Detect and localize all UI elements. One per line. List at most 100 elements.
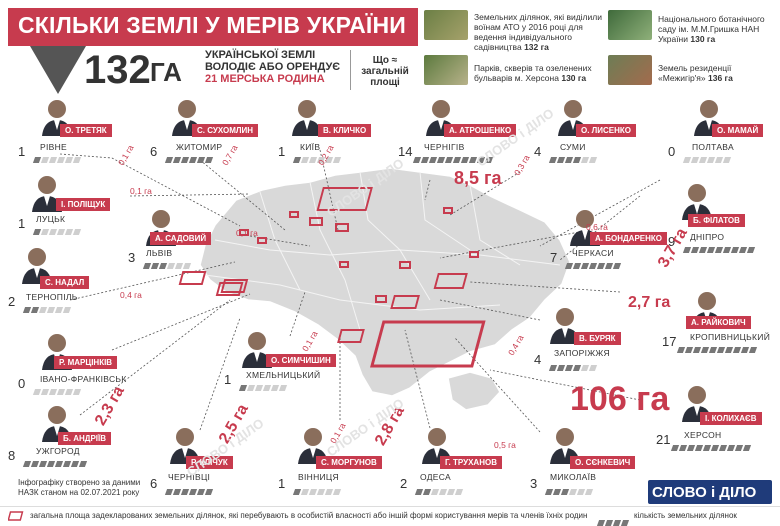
city-name: ВІННИЦЯ	[298, 472, 339, 482]
city-name: ХМЕЛЬНИЦЬКИЙ	[246, 370, 321, 380]
parcel-count-bars	[544, 482, 594, 495]
brand-logo-box	[648, 480, 772, 504]
parcel-count-bars	[32, 222, 82, 235]
parcel-count: 1	[278, 144, 286, 159]
mayor-name-label: Р. МАРЦІНКІВ	[54, 356, 118, 369]
subtitle-line-2: ВОЛОДІЄ АБО ОРЕНДУЄ	[205, 61, 341, 73]
parcel-kropyvnytskyi	[390, 295, 420, 309]
mayor-name-label: В. БУРЯК	[574, 332, 621, 345]
parcel-count: 0	[18, 376, 26, 391]
parcel-count: 3	[128, 250, 136, 265]
parcel-count: 2	[8, 294, 16, 309]
parcel-count-bars	[22, 454, 88, 467]
city-name: ЧЕРНІВЦІ	[168, 472, 211, 482]
subtitle-block: УКРАЇНСЬКОЇ ЗЕМЛІ ВОЛОДІЄ АБО ОРЕНДУЄ	[205, 49, 340, 73]
leader-lines	[59, 149, 661, 433]
city-name: ЧЕРКАСИ	[572, 248, 614, 258]
parcel-kherson	[370, 320, 486, 368]
parcel-count: 6	[150, 476, 158, 491]
parcel-khmelnytskyi	[220, 279, 249, 293]
land-area-value: 2,7 га	[628, 294, 671, 311]
subtitle-line-1: УКРАЇНСЬКОЇ ЗЕМЛІ	[205, 49, 316, 61]
parcel-small-1	[335, 223, 349, 232]
parcel-small-2	[309, 217, 323, 226]
parcel-small-7	[239, 229, 249, 236]
mayor-name-label: С. СУХОМЛИН	[192, 124, 259, 137]
parcel-count: 9	[668, 234, 676, 249]
botanical-garden-photo	[608, 10, 652, 40]
city-name: ТЕРНОПІЛЬ	[26, 292, 78, 302]
mayor-portrait	[242, 332, 272, 368]
parcel-count-bars	[292, 482, 342, 495]
comparison-ato: Земельних ділянок, які виділили воїнам А…	[474, 12, 604, 52]
parcel-count: 1	[278, 476, 286, 491]
parcel-dnipro	[433, 273, 468, 289]
parcel-count-bars	[238, 378, 288, 391]
mayor-name-label: О. МАМАЙ	[712, 124, 764, 137]
parcel-count: 1	[224, 372, 232, 387]
parcel-chernivtsi	[178, 271, 207, 285]
city-name: ІВАНО-ФРАНКІВСЬК	[40, 374, 127, 384]
mayor-name-label: Б. ФІЛАТОВ	[688, 214, 745, 227]
parcel-count-bars	[32, 382, 82, 395]
parcel-small-3	[289, 211, 299, 218]
city-name: РІВНЕ	[40, 142, 68, 152]
parcel-count: 2	[400, 476, 408, 491]
mayor-portrait	[22, 248, 52, 284]
page-title: СКІЛЬКИ ЗЕМЛІ У МЕРІВ УКРАЇНИ	[18, 12, 406, 38]
city-name: ЖИТОМИР	[176, 142, 223, 152]
parcel-count-bars	[164, 482, 214, 495]
land-area-value: 106 га	[570, 380, 670, 418]
parcel-count: 3	[530, 476, 538, 491]
parcel-count-bars	[682, 240, 756, 253]
city-name: УЖГОРОД	[36, 446, 80, 456]
mayor-name-label: А. БОНДАРЕНКО	[590, 232, 668, 245]
city-name: ЛУЦЬК	[36, 214, 66, 224]
total-equivalent-note: Що ≈ загальній площі	[361, 55, 409, 88]
parcel-count-bars	[32, 150, 82, 163]
comparison-ato-value: 132 га	[524, 42, 549, 52]
mayor-name-label: О. ЛИСЕНКО	[576, 124, 637, 137]
mayor-portrait	[32, 176, 62, 212]
brand-logo: СЛОВО і ДІЛО	[652, 484, 757, 501]
mayor-name-label: А. РАЙКОВИЧ	[686, 316, 751, 329]
city-name: МИКОЛАЇВ	[550, 472, 597, 482]
city-name: ЧЕРНІГІВ	[424, 142, 465, 152]
parcel-small-8	[339, 261, 349, 268]
region-borders	[204, 171, 561, 331]
header-triangle-decoration	[30, 46, 86, 94]
comparison-kherson-parks: Парків, скверів та озеленених бульварів …	[474, 63, 606, 83]
mayor-name-label: І. КОЛИХАЄВ	[700, 412, 762, 425]
land-area-value: 0,1 га	[236, 228, 258, 238]
city-name: ДНІПРО	[690, 232, 725, 242]
parcel-count-bars	[676, 340, 758, 353]
comparison-ato-text: Земельних ділянок, які виділили воїнам А…	[474, 12, 602, 52]
parcel-chernihiv	[316, 187, 373, 211]
parcel-odesa	[337, 329, 365, 343]
mayor-name-label: А. АТРОШЕНКО	[444, 124, 517, 137]
parcel-count: 21	[656, 432, 671, 447]
comparison-parks-value: 130 га	[561, 73, 587, 83]
parcel-small-5	[443, 207, 453, 214]
land-area-value: 0,4 га	[120, 290, 142, 300]
legend-bar	[0, 506, 780, 526]
land-area-value: 8,5 га	[454, 168, 502, 188]
mayor-portrait	[292, 100, 322, 136]
parcel-count-bars	[682, 150, 732, 163]
parcel-count: 14	[398, 144, 413, 159]
mayor-name-label: І. ПОЛІЩУК	[56, 198, 111, 211]
city-name: ЗАПОРІЖЖЯ	[554, 348, 610, 358]
parcel-count: 6	[150, 144, 158, 159]
mayor-name-label: В. КЛИЧКО	[318, 124, 372, 137]
parcel-count-bars	[164, 150, 214, 163]
total-area-number: 132	[84, 48, 151, 92]
parcel-small-4	[469, 251, 479, 258]
soldiers-photo	[424, 10, 468, 40]
subtitle-line-3: 21 МЕРСЬКА РОДИНА	[205, 73, 325, 85]
city-name: КРОПИВНИЦЬКИЙ	[690, 332, 771, 342]
parcel-count: 17	[662, 334, 677, 349]
city-name: ОДЕСА	[420, 472, 451, 482]
